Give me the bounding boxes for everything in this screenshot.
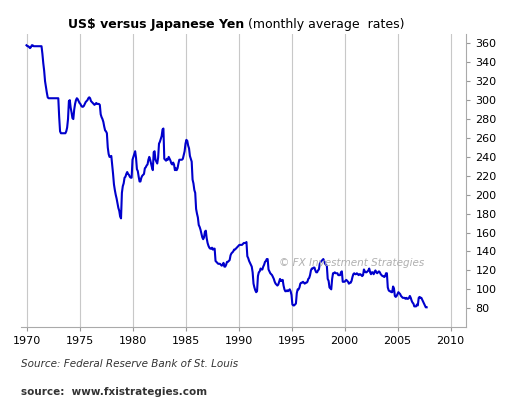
- Text: (monthly average  rates): (monthly average rates): [244, 18, 404, 31]
- Text: US$ versus Japanese Yen: US$ versus Japanese Yen: [67, 18, 244, 31]
- Text: Source: Federal Reserve Bank of St. Louis: Source: Federal Reserve Bank of St. Loui…: [21, 359, 238, 369]
- Text: source:  www.fxistrategies.com: source: www.fxistrategies.com: [21, 387, 207, 397]
- Text: © FX Investment Strategies: © FX Investment Strategies: [279, 258, 425, 268]
